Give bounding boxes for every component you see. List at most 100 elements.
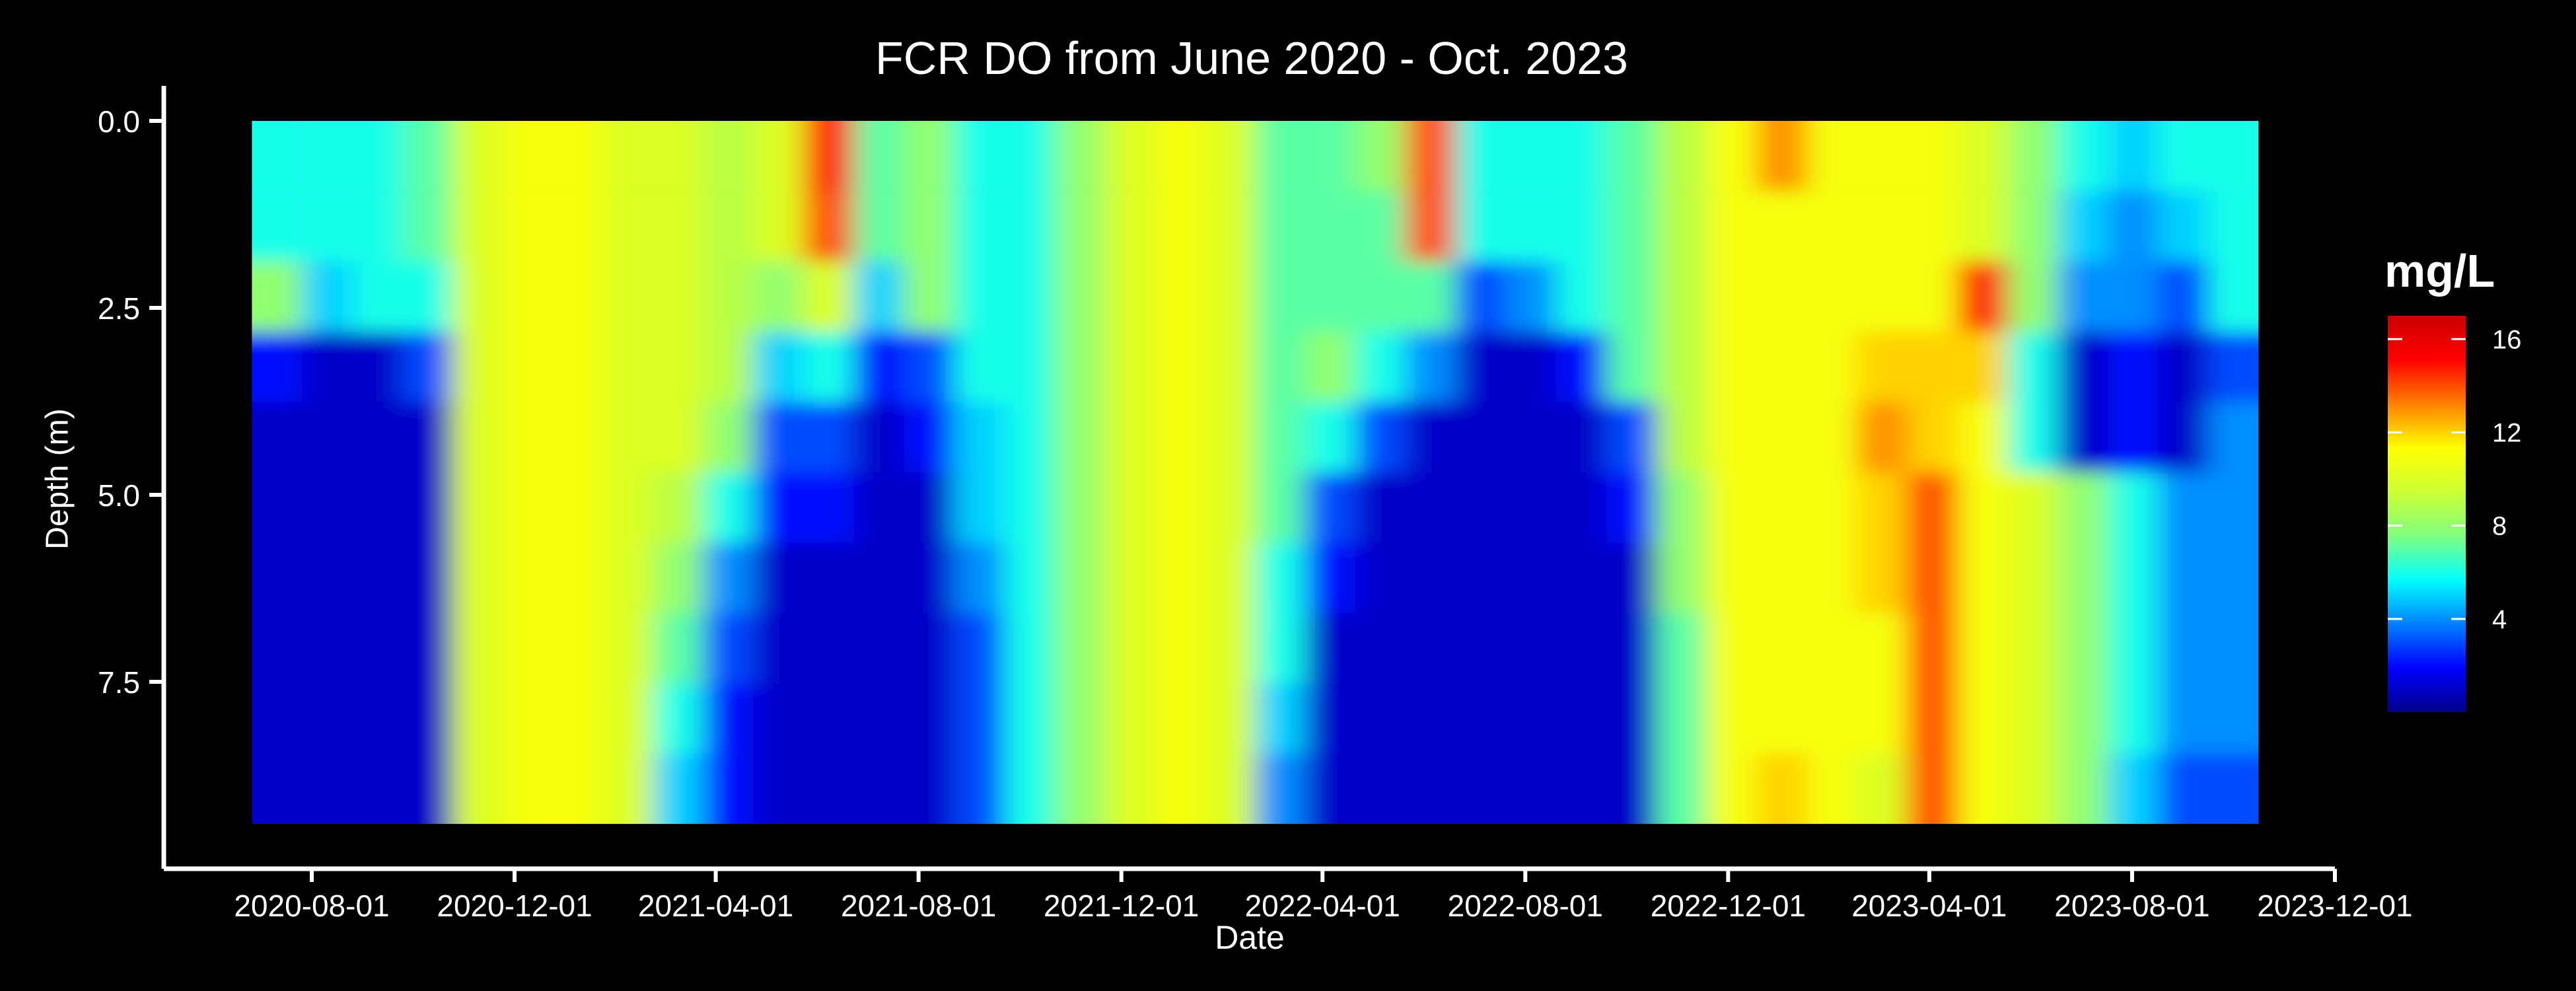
heatmap-cell	[1255, 121, 1306, 192]
heatmap-cell	[1456, 261, 1507, 333]
heatmap-cell	[1305, 542, 1357, 614]
heatmap-cell	[1506, 542, 1557, 614]
heatmap-cell	[1756, 261, 1808, 333]
heatmap-cell	[1957, 542, 2009, 614]
heatmap-cell	[1155, 612, 1206, 684]
colorbar-gradient	[2388, 316, 2466, 712]
chart-title: FCR DO from June 2020 - Oct. 2023	[875, 32, 1628, 84]
heatmap-cell	[703, 332, 754, 403]
heatmap-cell	[252, 191, 303, 262]
heatmap-cell	[753, 612, 805, 684]
heatmap-cell	[1907, 261, 1958, 333]
heatmap-cell	[753, 402, 805, 474]
heatmap-cell	[1957, 472, 2009, 544]
heatmap-cell	[553, 261, 604, 333]
heatmap-cell	[1004, 542, 1055, 614]
heatmap-cell	[252, 261, 303, 333]
heatmap-cell	[2007, 683, 2059, 754]
heatmap-cell	[1406, 402, 1457, 474]
heatmap-cell	[904, 753, 955, 825]
heatmap-cell	[703, 402, 754, 474]
heatmap-cell	[1556, 472, 1607, 544]
heatmap-cell	[2057, 121, 2109, 192]
heatmap-cell	[503, 191, 554, 262]
heatmap-cell	[1506, 472, 1557, 544]
heatmap-cell	[1907, 612, 1958, 684]
heatmap-cell	[753, 191, 805, 262]
heatmap-cell	[603, 332, 654, 403]
heatmap-cell	[402, 472, 454, 544]
heatmap-cell	[1756, 402, 1808, 474]
heatmap-cell	[803, 121, 855, 192]
heatmap-cell	[1456, 542, 1507, 614]
heatmap-cell	[1155, 683, 1206, 754]
heatmap-cell	[352, 191, 404, 262]
heatmap-cell	[1406, 753, 1457, 825]
heatmap-cell	[553, 612, 604, 684]
heatmap-cell	[452, 261, 504, 333]
heatmap-cell	[904, 683, 955, 754]
heatmap-cell	[904, 261, 955, 333]
heatmap-cell	[1907, 542, 1958, 614]
heatmap-cell	[1706, 402, 1758, 474]
heatmap-cell	[954, 542, 1005, 614]
heatmap-cell	[2208, 261, 2259, 333]
heatmap-cell	[2007, 612, 2059, 684]
heatmap-cell	[1155, 121, 1206, 192]
heatmap-cell	[1255, 612, 1306, 684]
heatmap-cell	[904, 472, 955, 544]
heatmap-cell	[352, 612, 404, 684]
heatmap-cell	[352, 121, 404, 192]
heatmap-cell	[1155, 542, 1206, 614]
heatmap-cell	[2208, 402, 2259, 474]
heatmap-cell	[553, 121, 604, 192]
heatmap-cell	[2057, 612, 2109, 684]
heatmap-cell	[653, 121, 704, 192]
heatmap-cell	[703, 472, 754, 544]
heatmap-cell	[1807, 191, 1858, 262]
heatmap-cell	[1556, 612, 1607, 684]
heatmap-cell	[1054, 402, 1106, 474]
heatmap-cell	[252, 753, 303, 825]
heatmap-cell	[1506, 753, 1557, 825]
heatmap-cell	[1957, 402, 2009, 474]
heatmap-cell	[402, 121, 454, 192]
heatmap-cell	[1205, 472, 1256, 544]
heatmap-cell	[753, 472, 805, 544]
heatmap-cell	[1456, 753, 1507, 825]
heatmap-cell	[1857, 683, 1908, 754]
heatmap-cell	[2208, 121, 2259, 192]
heatmap-cell	[503, 261, 554, 333]
heatmap-cell	[1155, 753, 1206, 825]
x-tick-label: 2022-04-01	[1245, 889, 1400, 923]
heatmap-cell	[1104, 191, 1156, 262]
heatmap-cell	[803, 612, 855, 684]
heatmap-cell	[553, 683, 604, 754]
heatmap-cell	[1104, 683, 1156, 754]
heatmap-cell	[352, 402, 404, 474]
heatmap-cell	[1606, 191, 1657, 262]
heatmap-cell	[1907, 753, 1958, 825]
heatmap-cell	[1054, 542, 1106, 614]
heatmap-cell	[1406, 191, 1457, 262]
heatmap-cell	[2108, 402, 2159, 474]
heatmap-cell	[1857, 472, 1908, 544]
heatmap-cell	[954, 472, 1005, 544]
heatmap-cell	[1205, 612, 1256, 684]
heatmap-cell	[2158, 612, 2209, 684]
heatmap-cell	[1957, 753, 2009, 825]
heatmap-cell	[1756, 332, 1808, 403]
heatmap-cell	[803, 332, 855, 403]
heatmap-cell	[1957, 191, 2009, 262]
heatmap-cell	[2158, 332, 2209, 403]
heatmap-cell	[1305, 472, 1357, 544]
heatmap-cell	[1004, 683, 1055, 754]
x-axis-label: Date	[1215, 919, 1285, 956]
heatmap-cell	[1907, 191, 1958, 262]
heatmap-cell	[904, 332, 955, 403]
heatmap-cell	[2057, 542, 2109, 614]
heatmap-cell	[703, 612, 754, 684]
heatmap-cell	[1205, 753, 1256, 825]
heatmap-cell	[1807, 683, 1858, 754]
